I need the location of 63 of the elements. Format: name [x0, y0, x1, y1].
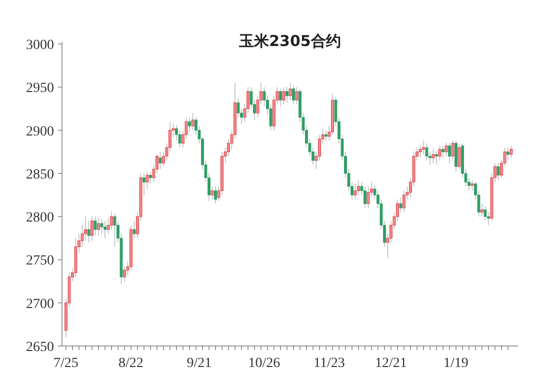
y-tick-label: 2750 — [26, 254, 54, 269]
candlestick — [435, 150, 438, 166]
candlestick — [87, 220, 90, 243]
candlestick — [292, 85, 295, 105]
candlestick — [279, 88, 282, 107]
y-tick-label: 2900 — [26, 124, 54, 140]
candlestick — [214, 186, 217, 204]
candlestick — [470, 180, 474, 192]
candlestick — [402, 190, 406, 213]
y-tick-label: 2950 — [26, 81, 54, 96]
candlestick — [444, 142, 448, 157]
candlestick — [354, 183, 357, 200]
y-tick-label: 2700 — [26, 296, 54, 312]
candlestick — [448, 142, 451, 164]
y-tick-label: 2650 — [26, 340, 54, 355]
candlestick — [282, 86, 286, 105]
y-tick-label: 2800 — [26, 210, 54, 226]
candlestick — [510, 145, 513, 158]
candlestick — [506, 147, 510, 160]
candlestick — [422, 140, 425, 155]
candlestick — [425, 142, 428, 161]
candlestick — [438, 145, 442, 161]
x-tick-label: 9/21 — [186, 356, 212, 371]
candlestick — [210, 186, 214, 200]
candlestick — [97, 218, 100, 236]
candlestick — [132, 220, 136, 239]
candlestick — [94, 216, 97, 236]
candlestick — [458, 144, 461, 170]
candlestick — [90, 216, 94, 242]
candlestick — [451, 140, 454, 161]
candlestick — [191, 112, 194, 131]
candlestick — [286, 86, 288, 104]
candlestick — [324, 130, 328, 142]
candlestick — [454, 140, 458, 172]
candlestick — [366, 186, 370, 208]
candlestick — [149, 171, 152, 184]
x-tick-label: 7/25 — [54, 356, 78, 371]
candlestick — [432, 148, 435, 164]
candlestick — [142, 173, 146, 196]
x-tick-label: 10/26 — [248, 356, 280, 371]
candlestick — [357, 180, 360, 196]
candlestick — [104, 220, 106, 239]
chart-title: 玉米2305合约 — [238, 32, 341, 50]
x-tick-label: 12/21 — [375, 356, 407, 371]
candlestick — [188, 116, 191, 132]
y-tick-label: 3000 — [26, 38, 54, 53]
candlestick — [496, 162, 500, 181]
x-tick-label: 1/19 — [444, 356, 468, 371]
candlestick — [480, 203, 484, 217]
candlestick — [113, 214, 116, 248]
candlestick — [484, 206, 487, 222]
candlestick — [295, 86, 298, 105]
candlestick — [418, 144, 422, 158]
candlestick — [288, 82, 292, 100]
x-tick-label: 8/22 — [118, 356, 144, 371]
candlestick — [399, 197, 402, 213]
candlestick — [442, 145, 444, 158]
y-tick-label: 2850 — [26, 167, 54, 182]
candlestick — [100, 218, 104, 234]
candlestick — [364, 186, 366, 208]
candlestick — [110, 210, 113, 230]
x-tick-label: 11/23 — [314, 356, 345, 371]
candlestick — [158, 151, 162, 170]
